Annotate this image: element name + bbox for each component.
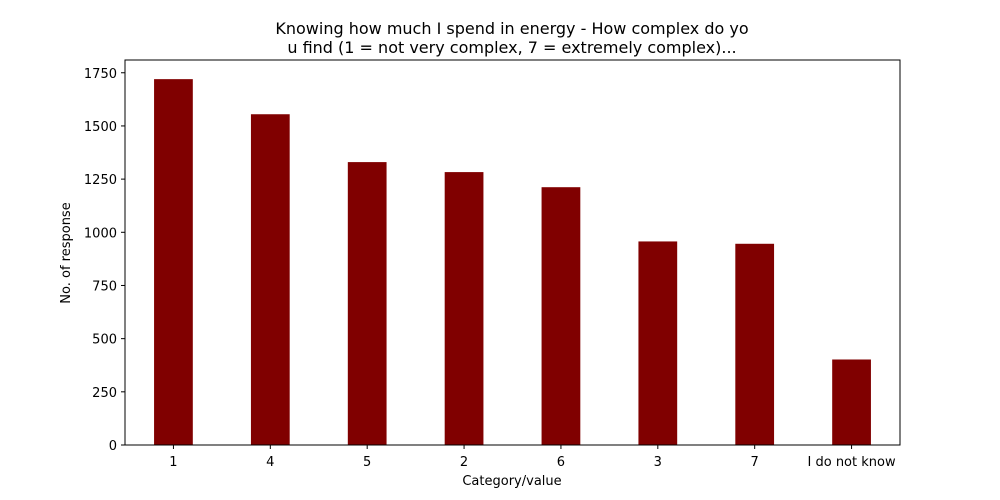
y-tick-label: 250 [92,386,117,401]
x-tick-label: 2 [460,455,468,470]
y-tick-label: 500 [92,333,117,348]
y-axis-ticks: 0 250 500 750 1000 1250 1500 1750 [84,67,125,454]
bar-1 [154,79,193,445]
bar-2 [444,172,484,445]
y-axis-label: No. of response [59,202,74,303]
plot-frame [124,59,901,446]
x-axis-label: Category/value [462,474,561,489]
chart-title-line-1: Knowing how much I spend in energy - How… [275,19,748,38]
x-tick-label: 1 [169,455,177,470]
x-tick-label: 4 [266,455,274,470]
y-tick-label: 0 [109,439,117,454]
x-tick-label: 5 [363,455,371,470]
y-tick-label: 1750 [84,67,117,82]
x-tick-label: I do not know [808,455,896,470]
bar-5 [347,162,387,446]
y-tick-label: 750 [92,279,117,294]
x-tick-label: 6 [557,455,565,470]
bar-i-do-not-know [832,359,871,445]
chart-title-line-2: u find (1 = not very complex, 7 = extrem… [287,38,736,57]
x-axis-ticks: 1 4 5 2 6 3 7 I do not know [169,445,896,470]
y-tick-label: 1500 [84,120,117,135]
bar-3 [638,241,678,445]
x-tick-label: 7 [751,455,759,470]
bar-7 [735,243,775,445]
x-tick-label: 3 [654,455,662,470]
bars-group [154,79,871,446]
y-tick-label: 1250 [84,173,117,188]
bar-4 [250,114,290,446]
y-tick-label: 1000 [84,226,117,241]
bar-6 [541,187,581,445]
